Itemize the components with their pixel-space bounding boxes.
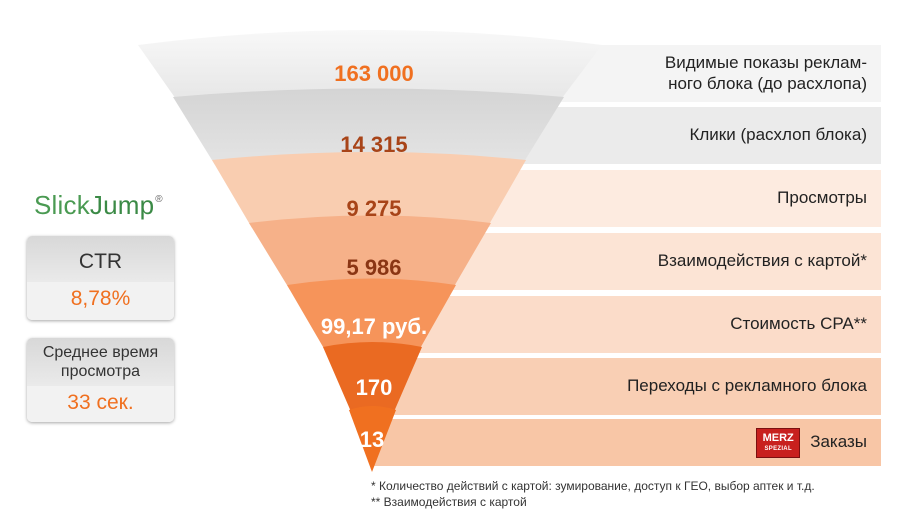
stage-band-5: Стоимость CPA** [370,296,881,353]
stage-label-2: Клики (расхлоп блока) [689,125,867,145]
ctr-label: CTR [27,236,174,282]
view-time-card: Среднее время просмотра 33 сек. [27,338,174,422]
logo-slick-text: Slick [34,190,90,220]
funnel-stage-3 [212,152,526,228]
view-time-label-line2: просмотра [60,363,141,380]
stage-band-7: MERZ SPEZIAL Заказы [370,419,881,466]
stage-label-1-line2: ного блока (до расхлопа) [668,73,867,93]
footnote-1: * Количество действий с картой: зумирова… [371,479,815,493]
stage-value-5: 99,17 руб. [321,314,427,339]
stage-value-4: 5 986 [346,255,401,280]
stage-label-7: Заказы [810,432,867,452]
footnote-2: ** Взаимодействия с картой [371,495,527,509]
merz-logo-text: MERZ [762,432,794,444]
stage-label-1: Видимые показы реклам- ного блока (до ра… [665,53,867,94]
stage-label-5: Стоимость CPA** [730,314,867,334]
stage-label-1-line1: Видимые показы реклам- [664,53,867,73]
stage-label-4: Взаимодействия с картой* [657,251,867,271]
stage-value-1: 163 000 [334,61,414,86]
merz-logo-subtext: SPEZIAL [764,446,792,452]
view-time-value: 33 сек. [27,386,174,422]
stage-value-6: 170 [356,375,393,400]
funnel-stage-2 [173,88,564,165]
stage-label-3: Просмотры [777,188,867,208]
slickjump-logo: SlickJump® [34,190,163,221]
funnel-stage-7 [349,406,396,472]
funnel-stage-6 [323,342,422,414]
view-time-label: Среднее время просмотра [27,338,174,386]
stage-band-6: Переходы с рекламного блока [370,358,881,415]
stage-value-7: 13 [360,427,384,452]
funnel-stage-1 [138,30,602,102]
stage-label-6: Переходы с рекламного блока [627,376,867,396]
ctr-value: 8,78% [27,282,174,320]
merz-spezial-logo: MERZ SPEZIAL [756,427,801,458]
logo-registered-mark: ® [155,194,163,205]
funnel-stage-4 [249,215,491,290]
funnel-stage-5 [287,278,456,352]
logo-jump-text: Jump [89,190,155,220]
view-time-label-line1: Среднее время [42,344,159,361]
ctr-card: CTR 8,78% [27,236,174,320]
stage-value-3: 9 275 [346,196,401,221]
stage-value-2: 14 315 [340,132,407,157]
